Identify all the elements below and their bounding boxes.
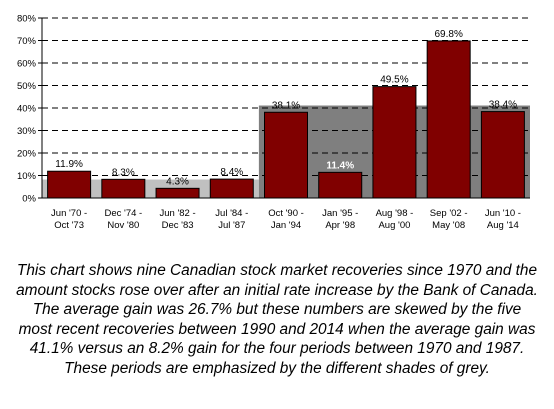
x-tick-label: Jan '95 -: [322, 208, 358, 219]
data-label: 69.8%: [434, 29, 462, 40]
data-labels: 11.9% 8.3% 4.3% 8.4% 38.1% 11.4% 49.5% 69.8% 38.…: [55, 29, 517, 187]
x-tick-label: Oct '90 -: [268, 208, 304, 219]
data-label: 49.5%: [380, 75, 408, 86]
data-label: 8.4%: [220, 167, 243, 178]
x-tick-label: Aug '98 -: [376, 208, 414, 219]
x-tick-label: Jul '87: [218, 220, 245, 231]
bar: [155, 187, 200, 199]
x-tick-label: Apr '98: [325, 220, 355, 231]
bar: [264, 111, 308, 199]
y-tick-label: 0%: [22, 194, 36, 205]
y-tick-label: 10%: [17, 171, 37, 182]
data-label: 4.3%: [166, 176, 189, 187]
x-tick-label: Nov '80: [107, 220, 139, 231]
x-tick-label: Jan '94: [271, 220, 301, 231]
x-tick-label: Jun '70 -: [51, 208, 87, 219]
x-tick-label: Oct '73: [54, 220, 84, 231]
x-tick-label: Aug '14: [487, 220, 519, 231]
bars: [47, 40, 525, 199]
x-tick-label: Aug '00: [378, 220, 410, 231]
x-tick-label: May '08: [432, 220, 465, 231]
bar-chart: 0%10%20%30%40%50%60%70%80%Jun '70 -Oct '…: [17, 14, 530, 231]
x-tick-label: Dec '83: [162, 220, 194, 231]
y-tick-label: 40%: [17, 104, 37, 115]
bar: [480, 111, 525, 199]
x-tick-label: Jun '82 -: [159, 208, 195, 219]
bar: [372, 86, 417, 199]
y-tick-label: 80%: [17, 14, 37, 25]
average-band-0: [42, 179, 259, 198]
y-tick-label: 60%: [17, 59, 37, 70]
data-label: 8.3%: [112, 167, 135, 178]
data-label: 11.9%: [55, 159, 83, 170]
data-label: 38.1%: [272, 100, 300, 111]
axes: 0%10%20%30%40%50%60%70%80%Jun '70 -Oct '…: [17, 14, 530, 231]
chart-caption: This chart shows nine Canadian stock mar…: [16, 262, 538, 377]
x-tick-label: Jun '10 -: [485, 208, 521, 219]
data-label: 38.4%: [489, 100, 517, 111]
y-tick-label: 50%: [17, 81, 37, 92]
x-tick-label: Sep '02 -: [430, 208, 468, 219]
data-label: 11.4%: [326, 160, 354, 171]
bar: [209, 178, 254, 199]
bar: [101, 178, 146, 199]
x-tick-label: Jul '84 -: [215, 208, 248, 219]
bar: [47, 170, 92, 199]
y-tick-label: 70%: [17, 36, 37, 47]
x-tick-label: Dec '74 -: [104, 208, 142, 219]
bar: [426, 40, 471, 199]
y-tick-label: 20%: [17, 149, 37, 160]
y-tick-label: 30%: [17, 126, 37, 137]
bar: [318, 171, 363, 199]
